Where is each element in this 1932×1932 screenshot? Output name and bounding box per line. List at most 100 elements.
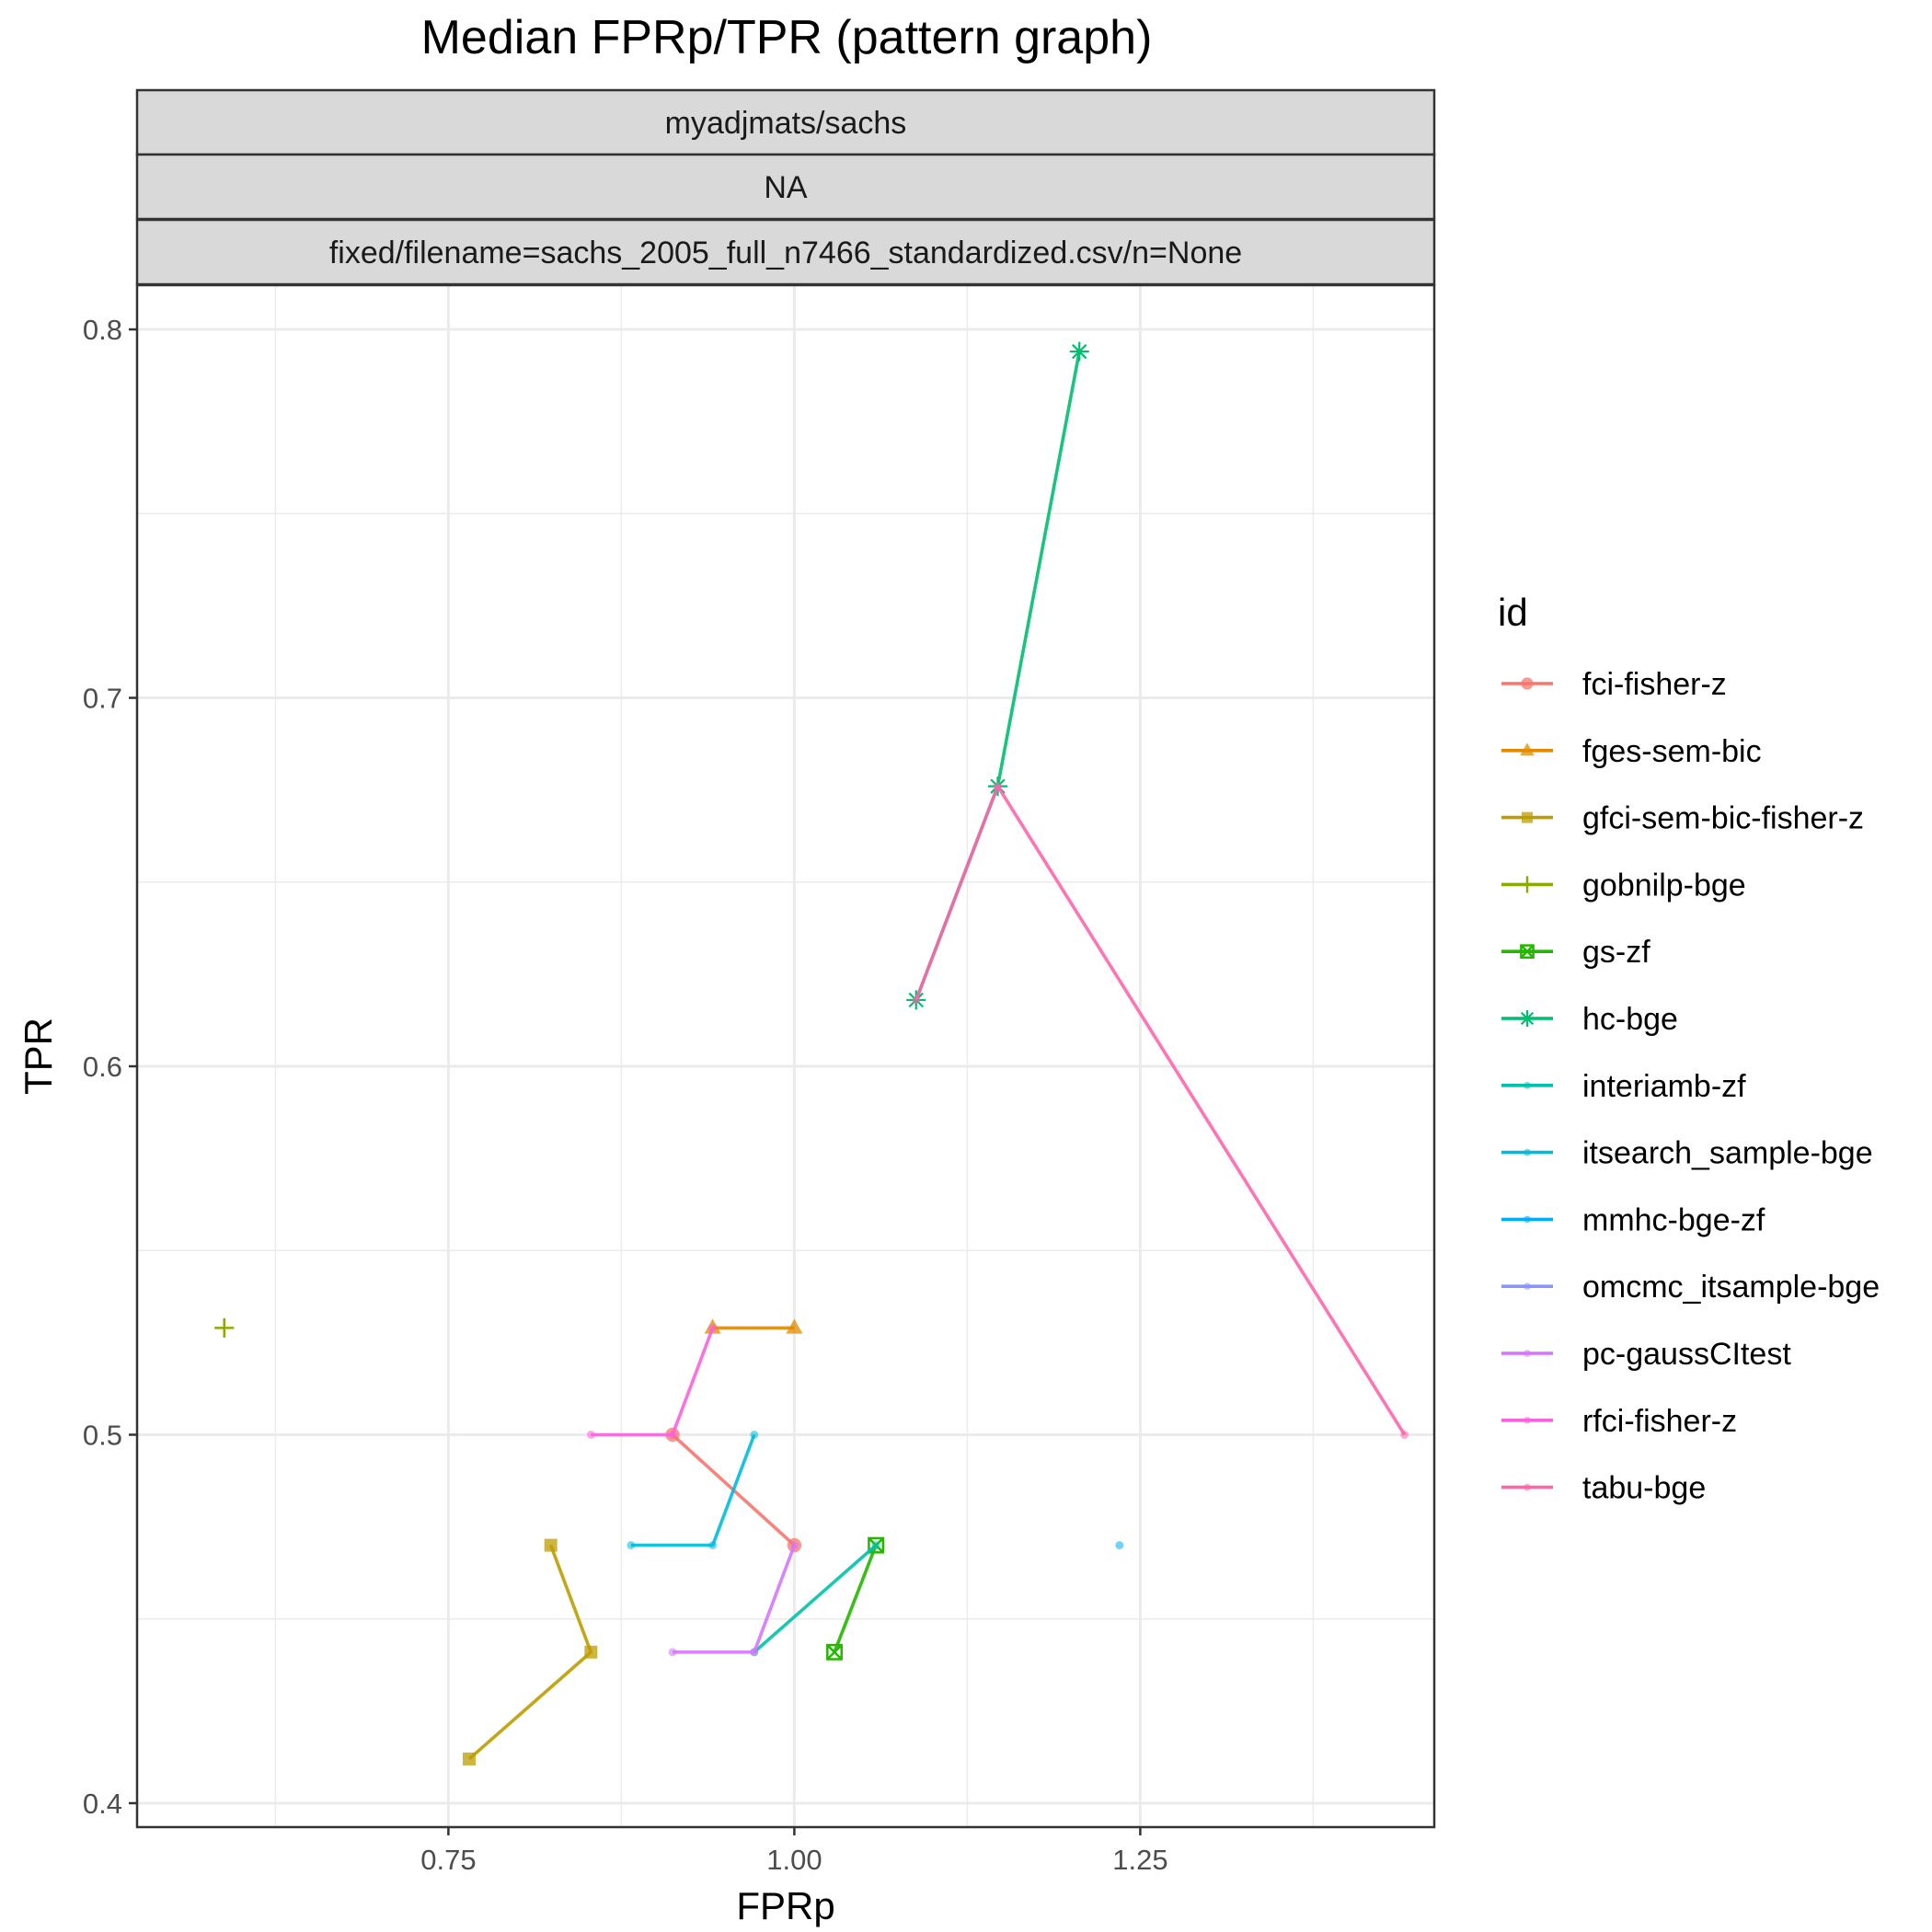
facet-strip-1 bbox=[135, 88, 1436, 156]
data-point bbox=[871, 1541, 880, 1550]
legend: id fci-fisher-z fges-sem-bic gfci-sem-bic-… bbox=[1498, 591, 1880, 1506]
legend-key-marker bbox=[1519, 1010, 1535, 1027]
data-point bbox=[708, 1541, 718, 1550]
plot-panel bbox=[137, 285, 1434, 1827]
data-point bbox=[668, 1431, 677, 1439]
legend-key-marker bbox=[1524, 1148, 1531, 1156]
legend-key-marker bbox=[1521, 677, 1534, 690]
y-axis-title: TPR bbox=[17, 1018, 60, 1095]
x-tick-label: 1.00 bbox=[766, 1844, 822, 1876]
marker-stroke bbox=[1072, 343, 1087, 360]
data-point bbox=[786, 1318, 803, 1334]
data-point bbox=[1069, 341, 1089, 362]
legend-key-marker bbox=[1524, 1081, 1531, 1089]
legend-item: fci-fisher-z bbox=[1501, 667, 1727, 702]
legend-key-marker bbox=[1524, 1215, 1531, 1224]
legend-item: interiamb-zf bbox=[1501, 1069, 1746, 1104]
legend-item: tabu-bge bbox=[1501, 1471, 1706, 1506]
legend-item: gs-zf bbox=[1501, 935, 1650, 970]
data-point bbox=[789, 1541, 799, 1550]
legend-key-marker bbox=[1524, 1483, 1531, 1491]
data-point bbox=[994, 782, 1002, 791]
y-tick-label: 0.8 bbox=[83, 314, 122, 346]
facet-strip-label-1: myadjmats/sachs bbox=[665, 106, 907, 141]
legend-label: omcmc_itsample-bge bbox=[1582, 1270, 1880, 1305]
legend-items: fci-fisher-z fges-sem-bic gfci-sem-bic-fis… bbox=[1501, 667, 1880, 1506]
facet-strip-3 bbox=[135, 218, 1436, 286]
legend-label: fges-sem-bic bbox=[1582, 734, 1762, 769]
data-point bbox=[708, 1323, 718, 1332]
legend-label: fci-fisher-z bbox=[1582, 667, 1727, 702]
legend-label: gfci-sem-bic-fisher-z bbox=[1582, 801, 1864, 836]
legend-key-marker bbox=[1524, 1350, 1531, 1357]
y-tick-label: 0.6 bbox=[83, 1051, 122, 1083]
legend-label: tabu-bge bbox=[1582, 1471, 1706, 1506]
legend-key-marker bbox=[1522, 811, 1533, 823]
y-tick-label: 0.7 bbox=[83, 683, 122, 715]
y-tick-label: 0.4 bbox=[83, 1788, 122, 1820]
legend-item: gfci-sem-bic-fisher-z bbox=[1501, 801, 1864, 836]
y-tick-label: 0.5 bbox=[83, 1419, 122, 1451]
legend-label: gobnilp-bge bbox=[1582, 868, 1746, 903]
legend-item: hc-bge bbox=[1501, 1002, 1678, 1037]
marker-stroke bbox=[1520, 944, 1535, 959]
data-point bbox=[750, 1648, 759, 1657]
marker-stroke bbox=[1520, 944, 1535, 960]
legend-item: omcmc_itsample-bge bbox=[1501, 1270, 1880, 1305]
legend-label: itsearch_sample-bge bbox=[1582, 1136, 1873, 1171]
legend-label: interiamb-zf bbox=[1582, 1069, 1746, 1104]
facet-strip-2 bbox=[135, 153, 1436, 221]
legend-item: gobnilp-bge bbox=[1501, 868, 1746, 903]
facet-strips: myadjmats/sachs NA fixed/filename=sachs_… bbox=[135, 88, 1436, 286]
marker-stroke bbox=[1520, 1011, 1535, 1026]
series-gfci-sem-bic-fisher-z bbox=[462, 1538, 598, 1765]
data-point bbox=[750, 1431, 759, 1439]
data-point bbox=[584, 1645, 598, 1659]
legend-key-marker bbox=[1519, 876, 1535, 893]
legend-item: mmhc-bge-zf bbox=[1501, 1202, 1765, 1237]
legend-item: fges-sem-bic bbox=[1501, 734, 1762, 769]
data-point bbox=[214, 1317, 235, 1338]
facet-strip-label-3: fixed/filename=sachs_2005_full_n7466_sta… bbox=[329, 236, 1242, 270]
series-itsearch_sample-bge bbox=[627, 1431, 759, 1550]
legend-key-marker bbox=[1524, 1416, 1531, 1424]
marker-stroke bbox=[868, 1536, 885, 1554]
data-point bbox=[627, 1541, 636, 1550]
legend-key-marker bbox=[1520, 944, 1535, 960]
marker-stroke bbox=[826, 1643, 843, 1661]
x-axis-title: FPRp bbox=[736, 1884, 834, 1927]
legend-label: pc-gaussCItest bbox=[1582, 1337, 1791, 1372]
legend-label: mmhc-bge-zf bbox=[1582, 1202, 1765, 1237]
data-point bbox=[1400, 1431, 1409, 1439]
legend-item: itsearch_sample-bge bbox=[1501, 1136, 1873, 1171]
x-tick-label: 0.75 bbox=[420, 1844, 476, 1876]
series-tabu-bge bbox=[912, 782, 1409, 1439]
legend-item: rfci-fisher-z bbox=[1501, 1404, 1737, 1439]
chart-title: Median FPRp/TPR (pattern graph) bbox=[421, 11, 1153, 64]
x-tick-label: 1.25 bbox=[1112, 1844, 1167, 1876]
data-point bbox=[544, 1538, 558, 1552]
series-pc-gaussCItest bbox=[668, 1541, 799, 1657]
legend-item: pc-gaussCItest bbox=[1501, 1337, 1791, 1372]
x-axis: 0.75 1.00 1.25 bbox=[420, 1827, 1168, 1876]
legend-label: hc-bge bbox=[1582, 1002, 1678, 1037]
data-point bbox=[462, 1752, 476, 1765]
series-line bbox=[753, 1544, 878, 1654]
major-gridlines bbox=[137, 285, 1434, 1827]
legend-label: gs-zf bbox=[1582, 935, 1650, 970]
series-mmhc-bge-zf bbox=[1115, 1541, 1124, 1550]
data-point bbox=[1115, 1541, 1124, 1550]
data-point bbox=[668, 1648, 677, 1657]
series-rfci-fisher-z bbox=[586, 1323, 718, 1439]
data-point bbox=[586, 1431, 595, 1439]
marker-stroke bbox=[826, 1644, 843, 1661]
legend-key-marker bbox=[1524, 1282, 1531, 1291]
data-point bbox=[912, 995, 921, 1005]
legend-title: id bbox=[1498, 591, 1528, 634]
series-line bbox=[833, 1544, 878, 1653]
minor-gridlines bbox=[137, 285, 1434, 1827]
facet-strip-label-2: NA bbox=[764, 170, 808, 205]
legend-key-marker bbox=[1520, 742, 1535, 756]
y-axis: 0.4 0.5 0.6 0.7 0.8 bbox=[83, 314, 137, 1820]
